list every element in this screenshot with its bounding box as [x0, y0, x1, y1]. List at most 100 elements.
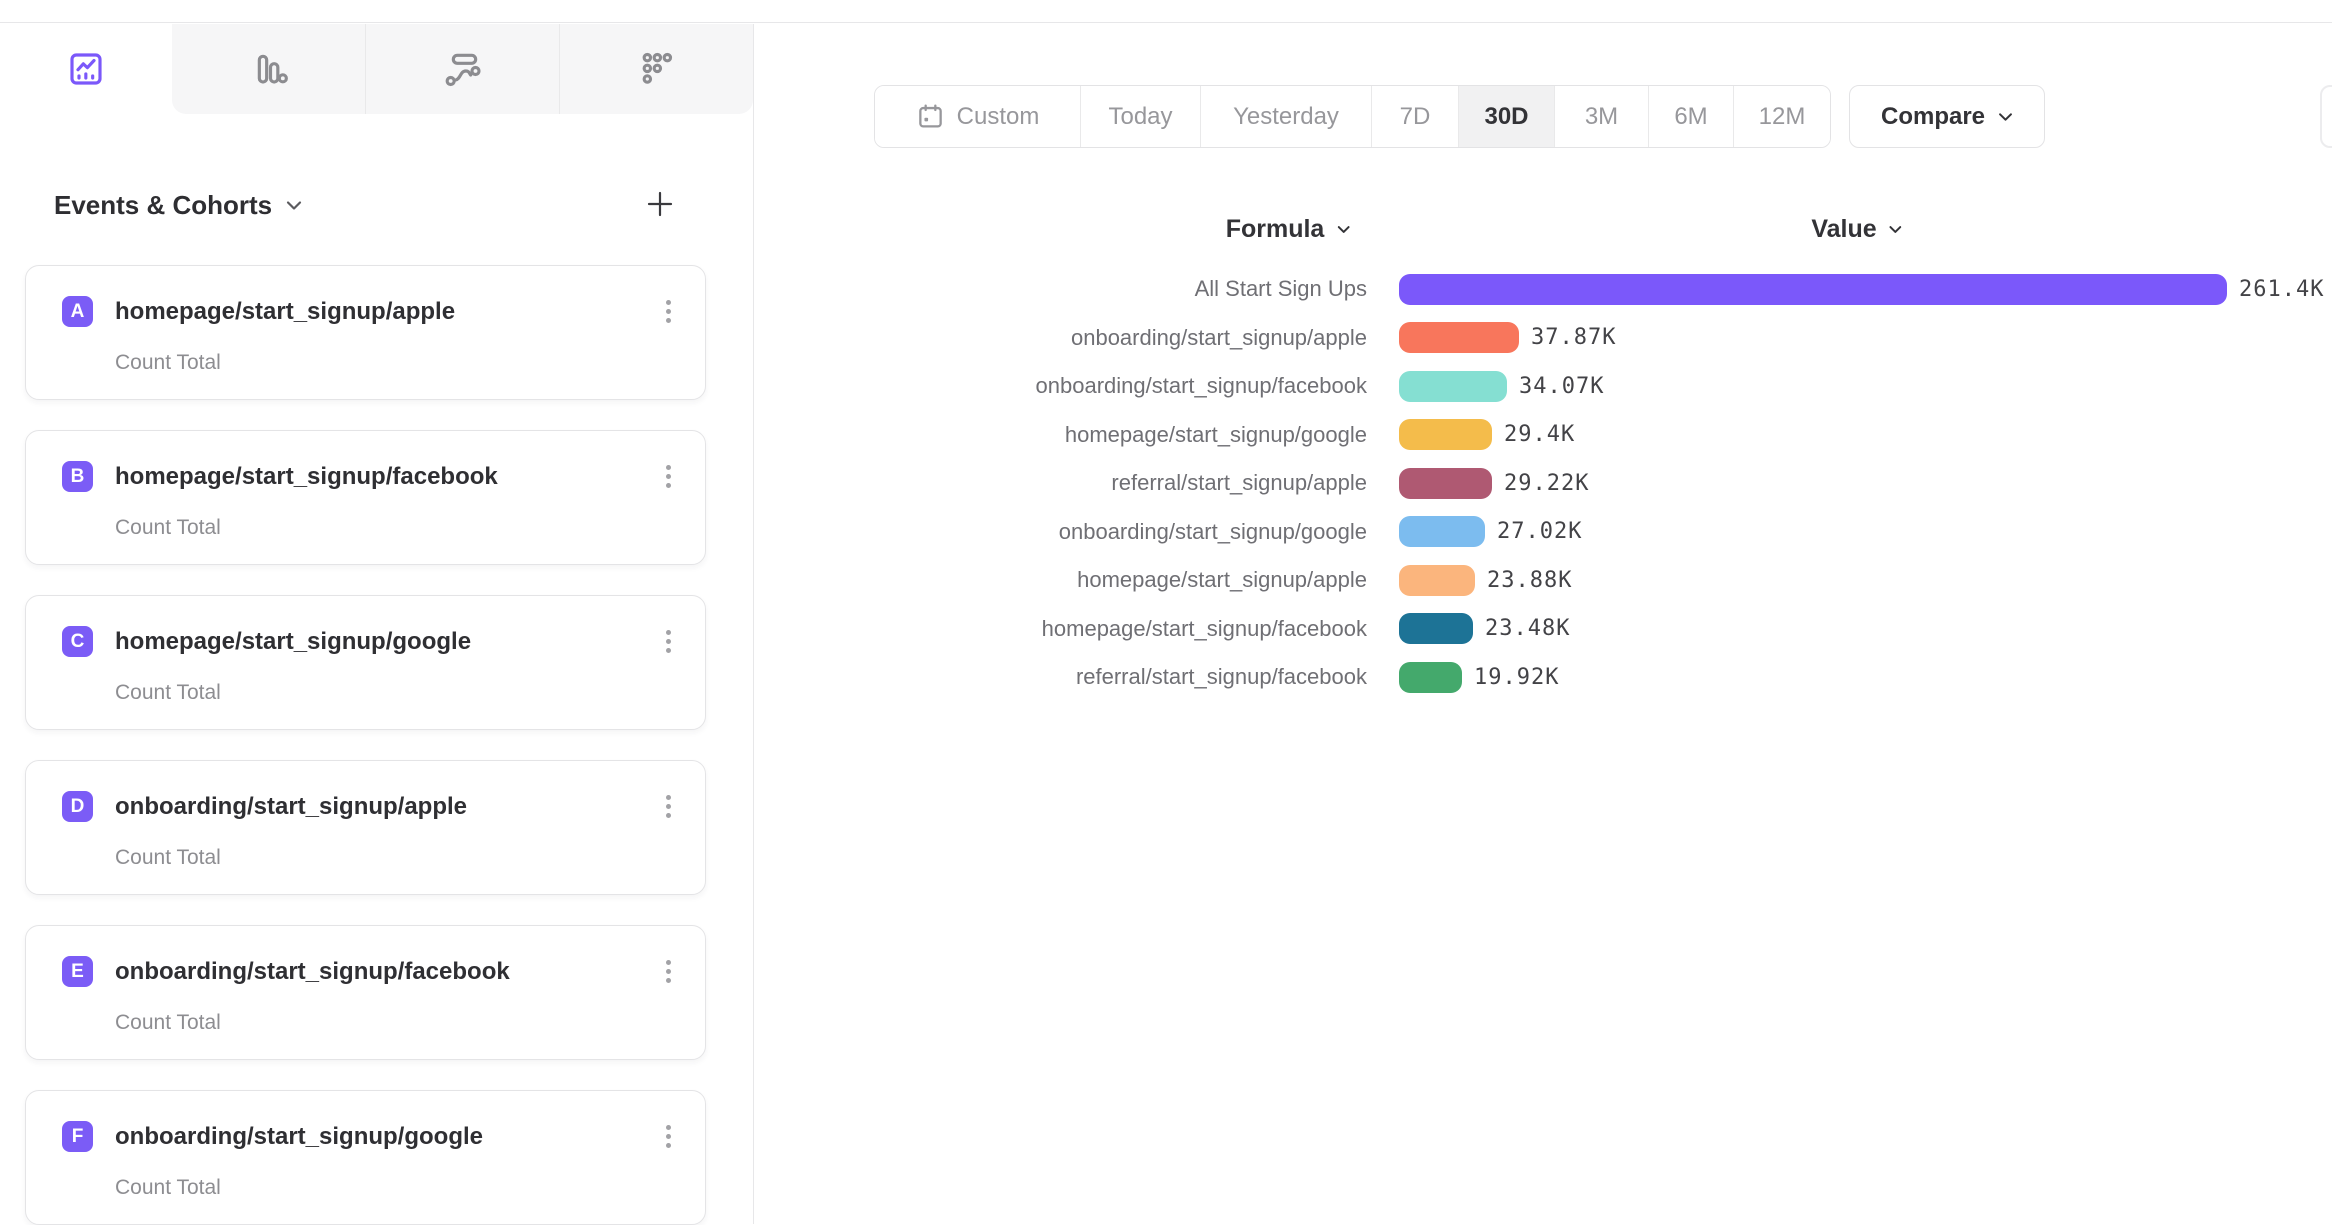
row-label[interactable]: onboarding/start_signup/google [1058, 518, 1367, 544]
row-label[interactable]: onboarding/start_signup/facebook [1035, 373, 1367, 399]
tab-bar-chart[interactable] [172, 24, 365, 114]
event-name: onboarding/start_signup/facebook [115, 957, 510, 985]
compare-button[interactable]: Compare [1849, 85, 2045, 148]
row-label[interactable]: homepage/start_signup/facebook [1041, 615, 1367, 641]
bar-area: 27.02K [1399, 516, 2332, 548]
range-3m[interactable]: 3M [1555, 86, 1649, 147]
date-range-selector: Custom Today Yesterday 7D 30D 3M 6M 12M [874, 85, 1831, 148]
bar-area: 29.22K [1399, 467, 2332, 499]
bar[interactable] [1399, 322, 1519, 354]
value-header-label: Value [1811, 215, 1877, 243]
bar[interactable] [1399, 467, 1492, 499]
report-canvas: Custom Today Yesterday 7D 30D 3M 6M 12M Compare… [754, 23, 2332, 1224]
kebab-menu-icon[interactable] [660, 296, 677, 327]
kebab-menu-icon[interactable] [660, 1121, 677, 1152]
chart-row: onboarding/start_signup/apple 37.87K [754, 314, 2332, 363]
bar[interactable] [1399, 661, 1462, 693]
row-label[interactable]: homepage/start_signup/apple [1077, 567, 1367, 593]
bar-value: 29.22K [1504, 470, 1590, 496]
bar-area: 23.88K [1399, 564, 2332, 596]
range-custom[interactable]: Custom [875, 86, 1081, 147]
row-label[interactable]: homepage/start_signup/google [1064, 421, 1367, 447]
kebab-menu-icon[interactable] [660, 626, 677, 657]
bar-chart-icon [257, 54, 288, 84]
row-label[interactable]: referral/start_signup/apple [1111, 470, 1367, 496]
value-column-header[interactable]: Value [1811, 215, 1902, 244]
chart-row: homepage/start_signup/apple 23.88K [754, 556, 2332, 605]
bar[interactable] [1399, 370, 1507, 402]
chart-row: homepage/start_signup/facebook 23.48K [754, 605, 2332, 654]
bar[interactable] [1399, 419, 1492, 451]
chevron-down-icon [1999, 112, 2012, 121]
event-metric[interactable]: Count Total [115, 681, 221, 704]
range-7d[interactable]: 7D [1372, 86, 1459, 147]
kebab-menu-icon[interactable] [660, 956, 677, 987]
flows-icon [445, 53, 481, 87]
chart-row: onboarding/start_signup/google 27.02K [754, 508, 2332, 557]
plus-icon [647, 191, 673, 217]
event-metric[interactable]: Count Total [115, 846, 221, 869]
event-letter-badge: B [62, 461, 93, 492]
bar-value: 34.07K [1519, 373, 1605, 399]
event-name: homepage/start_signup/apple [115, 297, 456, 325]
kebab-menu-icon[interactable] [660, 791, 677, 822]
range-label: Yesterday [1233, 102, 1339, 130]
bar-value: 261.4K [2239, 276, 2325, 302]
range-yesterday[interactable]: Yesterday [1201, 86, 1372, 147]
chevron-down-icon [1337, 226, 1350, 233]
retention-dots-icon [642, 52, 672, 84]
event-metric[interactable]: Count Total [115, 1011, 221, 1034]
range-30d[interactable]: 30D [1459, 86, 1555, 147]
horizontal-bar-chart: All Start Sign Ups 261.4K onboarding/start… [754, 265, 2332, 702]
range-label: 12M [1758, 102, 1806, 130]
row-label[interactable]: All Start Sign Ups [1194, 276, 1367, 302]
row-label[interactable]: onboarding/start_signup/apple [1070, 324, 1367, 350]
bar[interactable] [1399, 564, 1475, 596]
add-event-button[interactable] [640, 184, 680, 227]
top-border [0, 0, 2332, 23]
events-cohorts-dropdown[interactable]: Events & Cohorts [54, 190, 302, 221]
bar-value: 19.92K [1474, 664, 1560, 690]
kebab-menu-icon[interactable] [660, 461, 677, 492]
range-12m[interactable]: 12M [1734, 86, 1830, 147]
bar-area: 23.48K [1399, 613, 2332, 645]
range-today[interactable]: Today [1081, 86, 1201, 147]
tab-flows[interactable] [365, 24, 559, 114]
bar-value: 37.87K [1531, 325, 1617, 351]
sidebar-title: Events & Cohorts [54, 190, 273, 220]
chevron-down-icon [287, 201, 302, 210]
event-metric[interactable]: Count Total [115, 351, 221, 374]
tab-retention[interactable] [559, 24, 753, 114]
range-6m[interactable]: 6M [1649, 86, 1734, 147]
bar-area: 29.4K [1399, 419, 2332, 451]
bar[interactable] [1399, 273, 2227, 305]
bar[interactable] [1399, 613, 1473, 645]
bar-value: 23.48K [1485, 616, 1571, 642]
formula-column-header[interactable]: Formula [1226, 215, 1351, 244]
bar[interactable] [1399, 516, 1485, 548]
bar-area: 34.07K [1399, 370, 2332, 402]
event-metric[interactable]: Count Total [115, 1176, 221, 1199]
tab-insights[interactable] [0, 24, 172, 114]
event-letter-badge: D [62, 791, 93, 822]
range-label: Custom [956, 102, 1040, 130]
event-metric[interactable]: Count Total [115, 516, 221, 539]
bar-area: 261.4K [1399, 273, 2332, 305]
row-label[interactable]: referral/start_signup/facebook [1075, 664, 1367, 690]
chart-row: referral/start_signup/facebook 19.92K [754, 653, 2332, 702]
chart-type-tab-bar [0, 24, 753, 114]
clipped-right-button[interactable] [2320, 85, 2332, 148]
